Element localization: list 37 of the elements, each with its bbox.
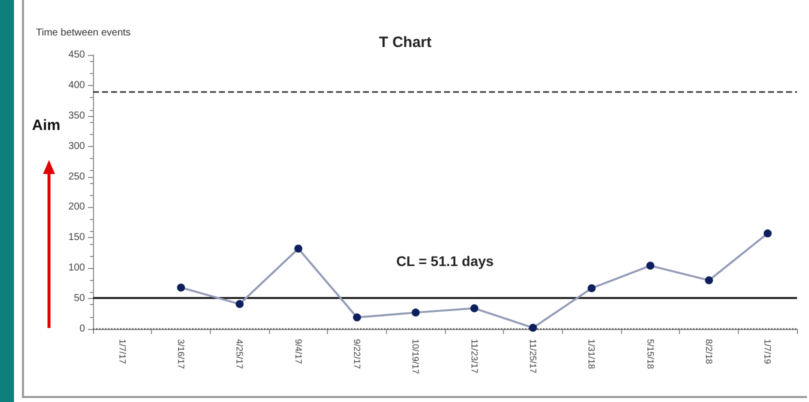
chart-title: T Chart [379,34,432,51]
point [294,244,302,253]
point [470,304,478,312]
y-tick-label: 100 [68,262,86,274]
x-tick-label: 11/23/17 [469,339,480,374]
point [177,284,185,292]
x-tick-label: 3/16/17 [176,339,186,370]
x-tick-label: 11/25/17 [528,339,538,374]
point [412,308,420,317]
x-tick-label: 1/31/18 [586,339,597,370]
y-tick-label: 0 [79,324,86,334]
point [236,300,244,308]
x-tick-label: 1/7/17 [117,339,128,364]
ref-line-label: CL = 51.1 days [396,252,494,269]
text: Aim [32,117,60,134]
y-tick-label: 350 [68,110,86,122]
y-tick-label: 300 [68,140,86,152]
point [705,276,713,284]
y-tick-label: 400 [68,80,86,91]
point [353,313,361,322]
y-tick-label: 50 [74,293,86,304]
y-tick-label: 450 [68,50,86,60]
y-axis-title: Time between events [36,28,131,38]
point [529,324,537,332]
x-tick-label: 9/4/17 [293,339,304,364]
point [764,229,772,238]
x-tick-label: 4/25/17 [234,339,245,370]
x-tick-label: 5/15/18 [645,339,656,370]
y-tick-label: 250 [68,171,86,182]
x-tick-label: 10/19/17 [410,339,421,374]
y-tick-label: 150 [68,232,86,244]
x-tick-label: 9/22/17 [352,339,362,370]
y-tick-label: 200 [68,202,86,213]
x-tick-label: 8/2/18 [704,339,714,364]
point [646,262,654,270]
point [588,284,596,292]
x-tick-label: 1/7/19 [762,339,773,364]
